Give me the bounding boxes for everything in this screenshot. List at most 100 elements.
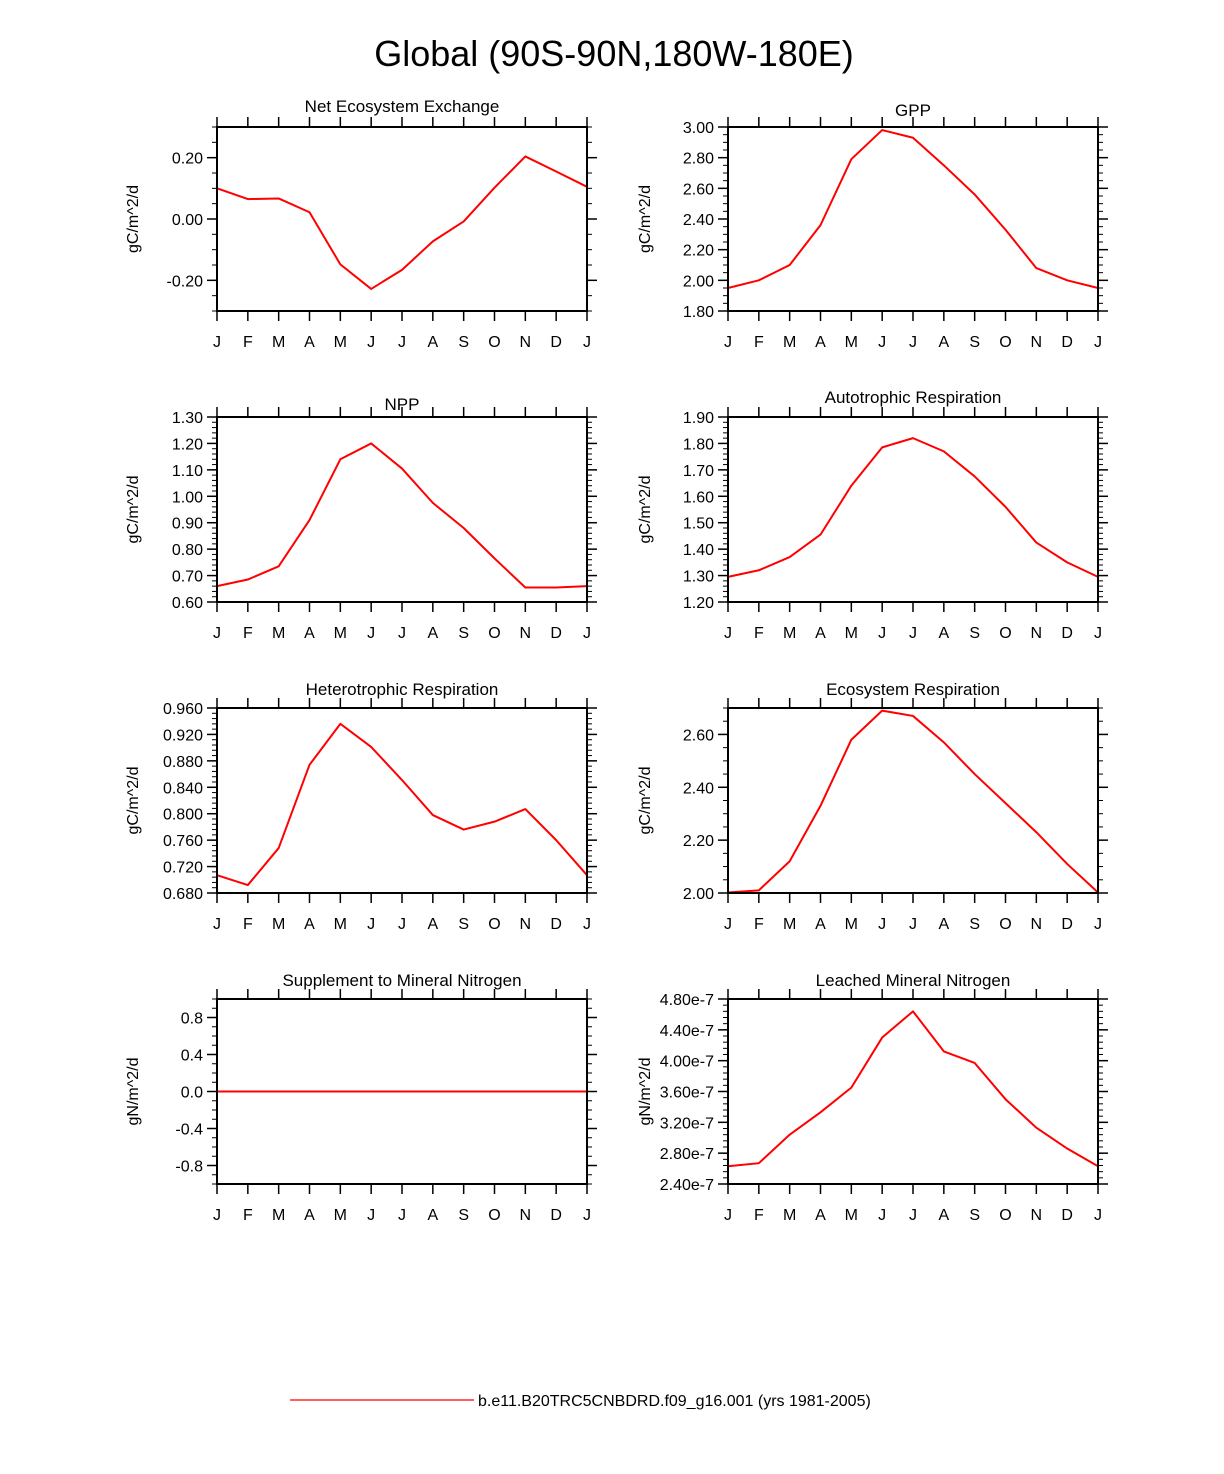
data-point — [555, 170, 557, 172]
y-tick-label: 2.20 — [683, 243, 714, 260]
y-tick-label: 2.00 — [683, 886, 714, 903]
y-tick-label: 2.40 — [683, 212, 714, 229]
x-tick-label: J — [583, 916, 591, 933]
y-tick-label: 1.20 — [172, 436, 203, 453]
y-tick-label: 1.30 — [172, 410, 203, 427]
data-point — [912, 1010, 914, 1012]
x-tick-label: D — [550, 334, 562, 351]
x-tick-label: J — [909, 1207, 917, 1224]
data-point — [524, 808, 526, 810]
x-tick-label: M — [272, 334, 285, 351]
series-line — [216, 722, 588, 887]
x-tick-label: O — [488, 625, 500, 642]
data-point — [974, 193, 976, 195]
y-tick-label: -0.8 — [175, 1159, 203, 1176]
data-point — [401, 1091, 403, 1093]
x-tick-label: F — [243, 1207, 253, 1224]
x-tick-label: N — [1031, 1207, 1043, 1224]
series-line — [216, 442, 588, 589]
x-tick-label: O — [999, 334, 1011, 351]
data-point — [758, 1162, 760, 1164]
x-tick-label: A — [427, 625, 438, 642]
x-tick-label: J — [878, 334, 886, 351]
data-point — [943, 741, 945, 743]
x-tick-label: M — [272, 625, 285, 642]
chart-panel-6: Ecosystem Respiration gC/m^2/d 2.00 2.20 2.4… — [637, 680, 1108, 933]
x-tick-label: D — [550, 625, 562, 642]
x-tick-label: A — [938, 334, 949, 351]
x-tick-label: F — [754, 1207, 764, 1224]
x-tick-label: S — [458, 625, 469, 642]
x-tick-label: A — [815, 916, 826, 933]
data-point — [524, 1091, 526, 1093]
x-tick-label: J — [724, 334, 732, 351]
series-line — [727, 709, 1099, 894]
x-tick-label: S — [969, 625, 980, 642]
data-point — [432, 1091, 434, 1093]
x-tick-label: J — [213, 916, 221, 933]
x-tick-label: A — [938, 625, 949, 642]
data-point — [789, 860, 791, 862]
x-tick-label: J — [909, 916, 917, 933]
plot-frame — [727, 416, 1099, 603]
x-tick-label: M — [272, 1207, 285, 1224]
data-point — [432, 240, 434, 242]
plot-frame — [216, 707, 588, 894]
y-tick-label: 1.70 — [683, 463, 714, 480]
x-tick-label: N — [520, 334, 532, 351]
data-point — [278, 197, 280, 199]
legend: b.e11.B20TRC5CNBDRD.f09_g16.001 (yrs 198… — [290, 1393, 871, 1410]
x-tick-label: A — [815, 334, 826, 351]
y-tick-label: 0.680 — [163, 886, 203, 903]
data-point — [943, 164, 945, 166]
x-tick-label: F — [243, 625, 253, 642]
x-tick-label: J — [213, 334, 221, 351]
y-tick-label: 2.40 — [683, 780, 714, 797]
data-point — [555, 586, 557, 588]
y-tick-label: 1.00 — [172, 489, 203, 506]
data-point — [758, 889, 760, 891]
data-point — [463, 527, 465, 529]
x-tick-label: J — [724, 1207, 732, 1224]
chart-panel-5: Heterotrophic Respiration gC/m^2/d 0.680 0.… — [125, 680, 597, 933]
data-point — [494, 821, 496, 823]
x-tick-label: J — [398, 1207, 406, 1224]
data-point — [789, 264, 791, 266]
data-point — [463, 1091, 465, 1093]
x-tick-label: O — [488, 916, 500, 933]
y-tick-label: 3.60e-7 — [660, 1085, 714, 1102]
y-tick-label: 0.8 — [181, 1011, 203, 1028]
data-point — [789, 1134, 791, 1136]
x-tick-label: S — [969, 1207, 980, 1224]
x-tick-label: J — [583, 1207, 591, 1224]
data-point — [1066, 279, 1068, 281]
y-tick-label: -0.20 — [167, 273, 204, 290]
y-tick-label: 3.20e-7 — [660, 1115, 714, 1132]
y-tick-label: 0.800 — [163, 807, 203, 824]
series-line — [727, 129, 1099, 289]
x-tick-label: J — [213, 1207, 221, 1224]
data-point — [820, 224, 822, 226]
y-tick-label: 1.80 — [683, 304, 714, 321]
y-tick-label: -0.4 — [175, 1122, 203, 1139]
data-point — [278, 847, 280, 849]
data-point — [339, 723, 341, 725]
y-tick-label: 2.80e-7 — [660, 1146, 714, 1163]
data-point — [820, 1111, 822, 1113]
data-point — [820, 534, 822, 536]
data-point — [758, 569, 760, 571]
data-point — [850, 1087, 852, 1089]
x-tick-label: D — [1061, 1207, 1073, 1224]
y-axis-label: gC/m^2/d — [637, 476, 654, 544]
y-tick-label: 0.760 — [163, 833, 203, 850]
x-tick-label: J — [398, 334, 406, 351]
panel-title: Ecosystem Respiration — [826, 680, 1000, 699]
y-tick-label: 2.20 — [683, 833, 714, 850]
panel-title: Heterotrophic Respiration — [306, 680, 499, 699]
data-point — [1005, 229, 1007, 231]
y-tick-label: 2.00 — [683, 273, 714, 290]
x-tick-label: F — [754, 625, 764, 642]
x-tick-label: J — [213, 625, 221, 642]
x-tick-label: M — [783, 625, 796, 642]
